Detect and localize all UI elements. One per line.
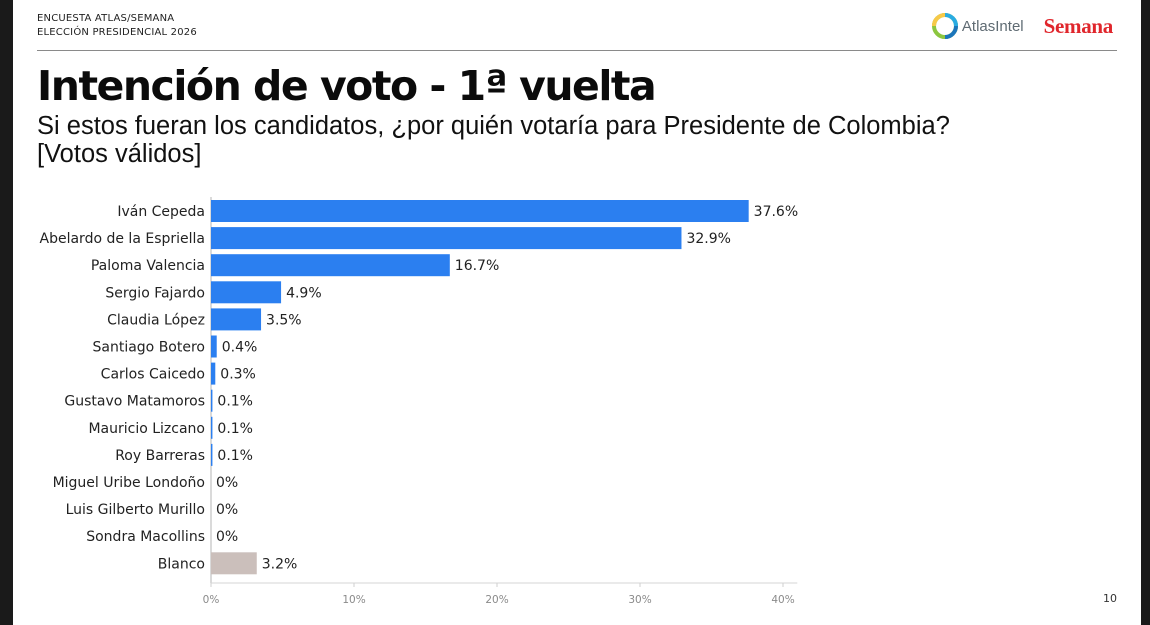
value-label: 0%	[216, 475, 238, 491]
value-label: 3.5%	[266, 312, 302, 328]
value-label: 0%	[216, 502, 238, 518]
category-label: Sondra Macollins	[86, 529, 205, 545]
x-tick-label: 0%	[203, 594, 220, 606]
chart-subtitle: Si estos fueran los candidatos, ¿por qui…	[37, 112, 950, 168]
x-tick-label: 10%	[342, 594, 365, 606]
category-label: Luis Gilberto Murillo	[66, 502, 205, 518]
bar	[211, 308, 262, 331]
bar	[211, 443, 213, 466]
value-label: 0.1%	[217, 421, 253, 437]
logos: AtlasIntel Semana	[931, 12, 1114, 40]
category-label: Blanco	[158, 556, 205, 572]
bar	[211, 335, 217, 358]
header-divider	[37, 50, 1117, 51]
category-label: Mauricio Lizcano	[88, 421, 205, 437]
x-tick-label: 40%	[771, 594, 794, 606]
category-label: Claudia López	[107, 312, 205, 328]
bar	[211, 227, 682, 250]
survey-label: ENCUESTA ATLAS/SEMANA ELECCIÓN PRESIDENC…	[37, 12, 197, 40]
survey-line-2: ELECCIÓN PRESIDENCIAL 2026	[37, 27, 197, 38]
category-label: Abelardo de la Espriella	[40, 231, 205, 247]
category-label: Gustavo Matamoros	[64, 394, 205, 410]
category-label: Sergio Fajardo	[105, 285, 205, 301]
value-label: 3.2%	[262, 556, 298, 572]
atlasintel-logo-text: AtlasIntel	[961, 17, 1024, 35]
category-label: Miguel Uribe Londoño	[53, 475, 205, 491]
category-label: Iván Cepeda	[117, 204, 205, 220]
category-label: Paloma Valencia	[91, 258, 205, 274]
survey-line-1: ENCUESTA ATLAS/SEMANA	[37, 13, 175, 24]
bar	[211, 552, 257, 575]
category-label: Carlos Caicedo	[101, 367, 205, 383]
value-label: 32.9%	[686, 231, 730, 247]
semana-logo: Semana	[1043, 13, 1114, 38]
value-label: 0%	[216, 529, 238, 545]
category-label: Santiago Botero	[93, 340, 206, 356]
value-label: 0.3%	[220, 367, 256, 383]
atlasintel-logo-icon	[931, 13, 958, 39]
value-label: 37.6%	[754, 204, 798, 220]
bar	[211, 200, 749, 222]
value-label: 0.4%	[222, 340, 258, 356]
page-number: 10	[1103, 592, 1117, 605]
x-tick-label: 30%	[628, 594, 651, 606]
x-tick-label: 20%	[485, 594, 508, 606]
slide: ENCUESTA ATLAS/SEMANA ELECCIÓN PRESIDENC…	[13, 0, 1141, 625]
value-label: 4.9%	[286, 285, 322, 301]
value-label: 0.1%	[217, 394, 253, 410]
bar	[211, 254, 450, 277]
atlasintel-logo: AtlasIntel	[931, 13, 1024, 39]
bar	[211, 416, 213, 439]
category-label: Roy Barreras	[115, 448, 205, 464]
value-label: 16.7%	[455, 258, 499, 274]
bar	[211, 362, 216, 385]
bar	[211, 281, 282, 304]
bar	[211, 389, 213, 412]
chart-title: Intención de voto - 1ª vuelta	[37, 62, 657, 110]
value-label: 0.1%	[217, 448, 253, 464]
